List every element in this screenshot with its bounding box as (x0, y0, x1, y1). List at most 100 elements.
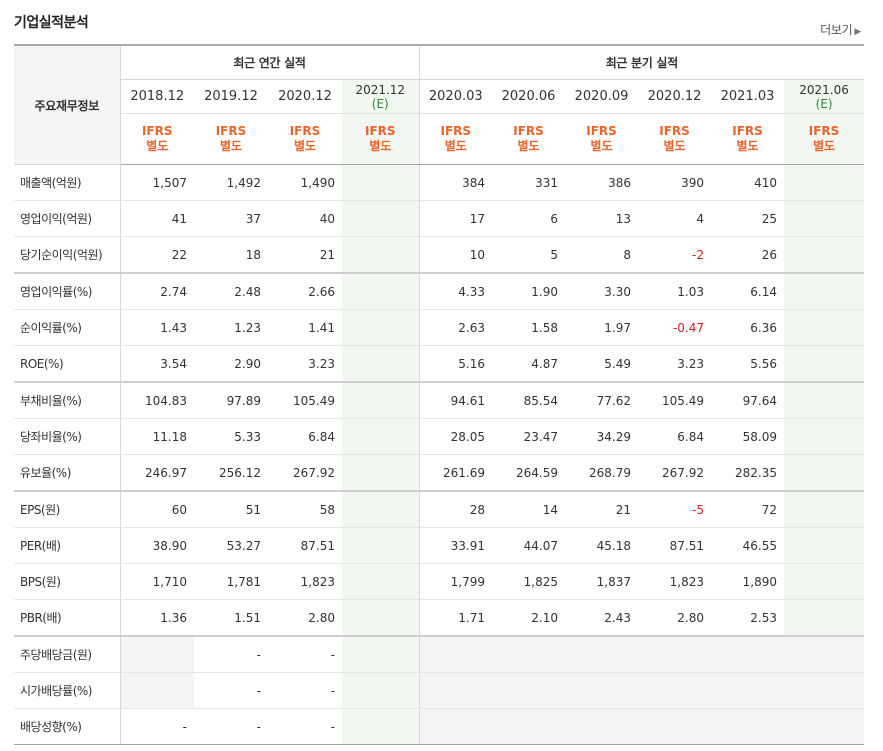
value-cell (492, 708, 566, 745)
value-cell: 331 (492, 164, 566, 201)
value-cell: 2.74 (120, 272, 194, 310)
value-cell: 77.62 (565, 381, 639, 419)
value-cell: 1,490 (268, 164, 342, 201)
row-label: 주당배당금(원) (14, 635, 121, 673)
value-cell: 94.61 (418, 381, 493, 419)
row-label: 당좌비율(%) (14, 418, 121, 455)
ifrs-type-text: 별도 (812, 139, 836, 153)
value-cell: 5.33 (194, 418, 268, 455)
value-cell (565, 708, 639, 745)
ifrs-label-annual-0: IFRS 별도 (120, 113, 194, 165)
value-cell (342, 672, 420, 709)
period-header-annual-3: 2021.12 (E) (342, 79, 420, 114)
value-cell: 390 (638, 164, 712, 201)
row-label: EPS(원) (14, 490, 121, 528)
value-cell: 1,825 (492, 563, 566, 600)
value-cell: 2.66 (268, 272, 342, 310)
ifrs-label-quarter-4: IFRS 별도 (711, 113, 785, 165)
value-cell (784, 599, 865, 637)
value-cell: 58.09 (711, 418, 785, 455)
value-cell: 40 (268, 200, 342, 237)
value-cell: 1.58 (492, 309, 566, 346)
period-header-quarter-5: 2021.06 (E) (784, 79, 865, 114)
ifrs-text: IFRS (440, 124, 472, 138)
value-cell: 282.35 (711, 454, 785, 492)
value-cell: 1,781 (194, 563, 268, 600)
value-cell: 1,710 (120, 563, 194, 600)
value-cell (342, 563, 420, 600)
value-cell: 2.80 (268, 599, 342, 637)
value-cell: 1.90 (492, 272, 566, 310)
value-cell (565, 672, 639, 709)
value-cell: 3.23 (638, 345, 712, 383)
value-cell: 256.12 (194, 454, 268, 492)
table-row: PER(배) 38.90 53.27 87.51 33.91 44.07 45.18 87.5… (14, 527, 865, 564)
value-cell: 4.33 (418, 272, 493, 310)
value-cell (784, 527, 865, 564)
value-cell (342, 454, 420, 492)
period-label: 2021.06 (799, 82, 849, 97)
period-label: 2021.12 (355, 82, 406, 97)
value-cell (342, 200, 420, 237)
value-cell (784, 635, 865, 673)
value-cell (342, 527, 420, 564)
value-cell: 97.89 (194, 381, 268, 419)
value-cell: 246.97 (120, 454, 194, 492)
value-cell: - (194, 708, 268, 745)
ifrs-text: IFRS (364, 124, 396, 138)
value-cell: - (268, 672, 342, 709)
value-cell: 6.36 (711, 309, 785, 346)
ifrs-text: IFRS (659, 124, 690, 138)
value-cell: 22 (120, 236, 194, 274)
quarter-group-header: 최근 분기 실적 (418, 44, 865, 80)
value-cell: 105.49 (638, 381, 712, 419)
value-cell: 410 (711, 164, 785, 201)
value-cell (784, 164, 865, 201)
value-cell: 2.10 (492, 599, 566, 637)
value-cell: 264.59 (492, 454, 566, 492)
value-cell: 4 (638, 200, 712, 237)
value-cell (784, 272, 865, 310)
value-cell: 1,890 (711, 563, 785, 600)
value-cell: 37 (194, 200, 268, 237)
value-cell: 1,507 (120, 164, 194, 201)
value-cell: - (268, 635, 342, 673)
ifrs-label-annual-2: IFRS 별도 (268, 113, 342, 165)
table-row: 당좌비율(%) 11.18 5.33 6.84 28.05 23.47 34.29 6.84 5… (14, 418, 865, 455)
value-cell (784, 309, 865, 346)
value-cell: 8 (565, 236, 639, 274)
value-cell (342, 309, 420, 346)
value-cell (784, 672, 865, 709)
estimate-marker: (E) (815, 96, 833, 111)
value-cell: 87.51 (268, 527, 342, 564)
value-cell: 386 (565, 164, 639, 201)
value-cell: 1.36 (120, 599, 194, 637)
value-cell: 1.03 (638, 272, 712, 310)
table-row: 배당성향(%) - - - (14, 708, 865, 745)
row-label: PER(배) (14, 527, 121, 564)
ifrs-type-text: 별도 (293, 139, 317, 153)
value-cell: 267.92 (638, 454, 712, 492)
value-cell: 51 (194, 490, 268, 528)
value-cell: 72 (711, 490, 785, 528)
value-cell: 21 (268, 236, 342, 274)
value-cell (711, 635, 785, 673)
value-cell (342, 164, 420, 201)
ifrs-label-quarter-5: IFRS 별도 (784, 113, 865, 165)
table-row: 순이익률(%) 1.43 1.23 1.41 2.63 1.58 1.97 -0.47 6.36 (14, 309, 865, 346)
more-link[interactable]: 더보기 ▶ (820, 21, 861, 38)
value-cell: 267.92 (268, 454, 342, 492)
ifrs-text: IFRS (732, 124, 763, 138)
ifrs-type-text: 별도 (369, 139, 392, 153)
value-cell: 1.51 (194, 599, 268, 637)
value-cell (342, 708, 420, 745)
table-row: 부채비율(%) 104.83 97.89 105.49 94.61 85.54 77.62 1… (14, 381, 865, 419)
table-row: 당기순이익(억원) 22 18 21 10 5 8 -2 26 (14, 236, 865, 274)
value-cell: 25 (711, 200, 785, 237)
value-cell: 26 (711, 236, 785, 274)
value-cell: 2.63 (418, 309, 493, 346)
value-cell (784, 418, 865, 455)
value-cell (342, 236, 420, 274)
ifrs-text: IFRS (289, 124, 321, 138)
value-cell (638, 635, 712, 673)
